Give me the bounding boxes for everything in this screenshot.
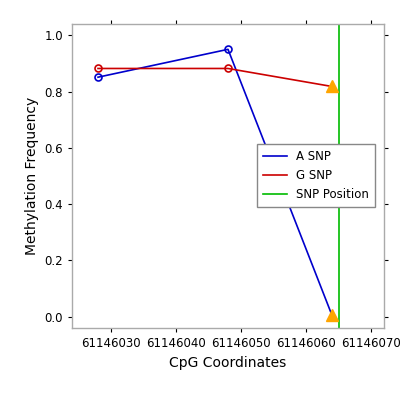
Legend: A SNP, G SNP, SNP Position: A SNP, G SNP, SNP Position: [257, 144, 375, 206]
X-axis label: CpG Coordinates: CpG Coordinates: [169, 356, 287, 370]
Y-axis label: Methylation Frequency: Methylation Frequency: [25, 97, 39, 255]
